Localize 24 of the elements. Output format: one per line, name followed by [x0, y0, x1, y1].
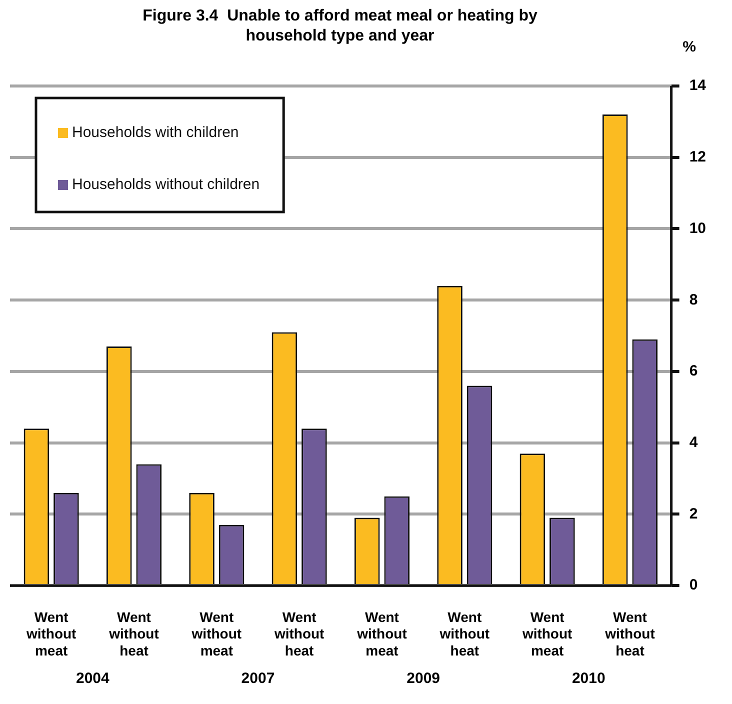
y-tick-label: 6 [689, 362, 698, 380]
x-tick-label: Went without heat [604, 608, 656, 658]
y-tick-label: 14 [689, 77, 707, 94]
text: 2007 [241, 670, 275, 688]
x-tick-label: Went without meat [190, 608, 242, 658]
x-tick-label: Went without meat [356, 608, 408, 658]
chart-title: Figure 3.4 Unable to afford meat meal or heating by household type and year [142, 7, 538, 44]
x-tick-label: Went without heat [108, 608, 160, 658]
x-tick-label: Went without heat [273, 608, 325, 658]
y-tick-label: 8 [689, 291, 698, 308]
text: 2009 [406, 670, 440, 688]
y-tick-label: 10 [689, 220, 706, 237]
x-tick-label: Went without meat [521, 608, 573, 658]
x-tick-label: Went without meat [25, 608, 77, 658]
y-tick-label: 0 [689, 576, 698, 594]
y-tick-label: 2 [689, 505, 698, 522]
legend-label: Households with children [72, 124, 239, 142]
text: 2004 [76, 670, 110, 688]
legend-label: Households without children [72, 176, 260, 194]
x-tick-label: Went without heat [438, 608, 490, 658]
y-tick-label: 12 [689, 148, 706, 166]
text: 2010 [572, 670, 606, 688]
y-axis-title: % [682, 38, 696, 56]
y-tick-label: 4 [689, 434, 698, 451]
